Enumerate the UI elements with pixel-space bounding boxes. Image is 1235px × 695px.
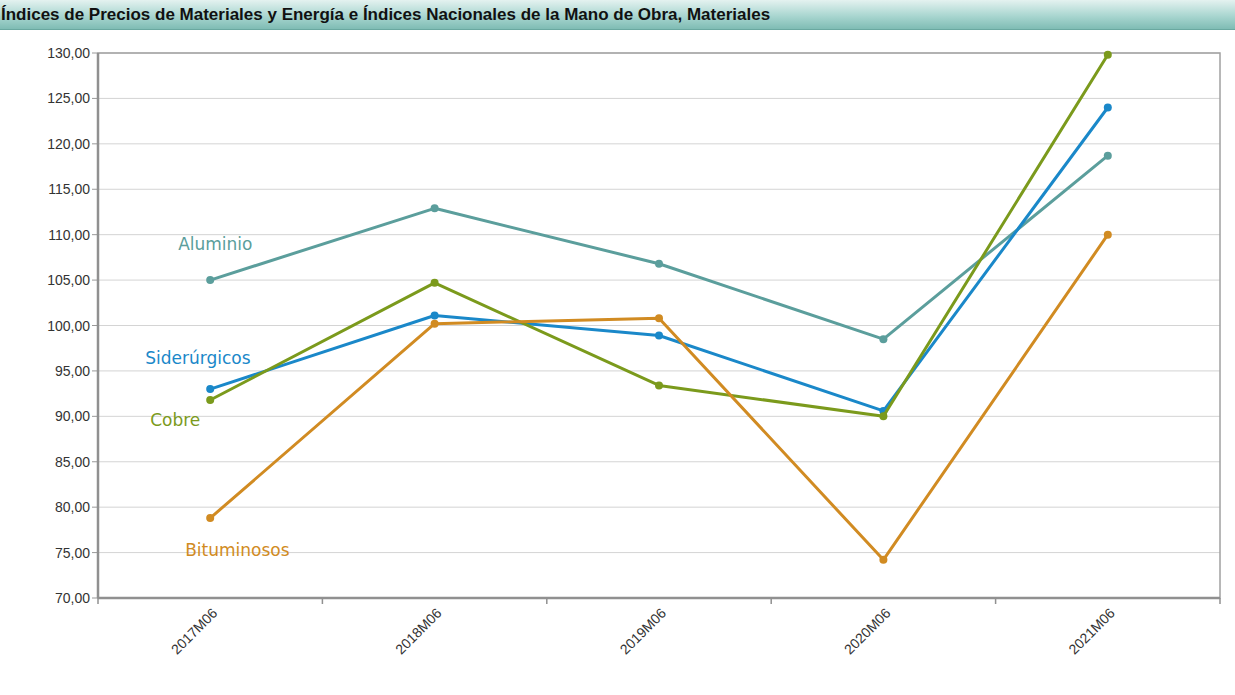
series-line (210, 55, 1108, 417)
y-tick-label: 115,00 (48, 181, 90, 197)
point (655, 331, 663, 339)
point (431, 204, 439, 212)
grid-line (98, 461, 1220, 462)
x-tick-label: 2017M06 (168, 605, 221, 658)
grid-line (98, 325, 1220, 326)
point (206, 385, 214, 393)
y-tick-label: 70,00 (55, 590, 90, 606)
y-tick-label: 85,00 (55, 454, 90, 470)
y-tick-label: 80,00 (55, 499, 90, 515)
point (431, 320, 439, 328)
x-axis (98, 597, 1220, 600)
grid: 70,00 75,00 80,00 85,00 90,00 95,00 100,00 105,… (47, 45, 1220, 606)
point (206, 396, 214, 404)
point (655, 314, 663, 322)
legend-label: Aluminio (178, 234, 252, 254)
series-group (206, 51, 1112, 564)
grid-line (98, 98, 1220, 99)
series-line (210, 108, 1108, 411)
x-tick-label: 2021M06 (1065, 605, 1118, 658)
grid-line (98, 280, 1220, 281)
series-line (210, 156, 1108, 339)
title: Índices de Precios de Materiales y Energ… (0, 0, 1235, 30)
y-tick-label: 100,00 (47, 318, 90, 334)
grid-line (98, 234, 1220, 235)
point (1104, 231, 1112, 239)
point (1104, 104, 1112, 112)
x-tick-label: 2019M06 (617, 605, 670, 658)
y-tick-label: 110,00 (48, 227, 90, 243)
x-tick (770, 598, 772, 604)
x-tick (995, 598, 997, 604)
legend-label: Cobre (150, 410, 200, 430)
point (431, 279, 439, 287)
grid-line (98, 416, 1220, 417)
point (206, 514, 214, 522)
point (206, 276, 214, 284)
point (879, 412, 887, 420)
point (431, 312, 439, 320)
y-tick-label: 95,00 (55, 363, 90, 379)
point (1104, 152, 1112, 160)
plot-frame (98, 53, 1220, 598)
x-tick (97, 598, 99, 604)
x-tick-label: 2018M06 (392, 605, 445, 658)
grid-line (98, 598, 1220, 599)
y-tick-label: 90,00 (55, 408, 90, 424)
y-tick-label: 125,00 (47, 90, 90, 106)
series-line (210, 235, 1108, 560)
point (879, 556, 887, 564)
y-tick-label: 75,00 (55, 545, 90, 561)
x-tick (322, 598, 324, 604)
point (879, 335, 887, 343)
grid-line (98, 507, 1220, 508)
point (655, 381, 663, 389)
legend-label: Bituminosos (185, 540, 290, 560)
grid-line (98, 189, 1220, 190)
legend-label: Siderúrgicos (145, 348, 250, 368)
point (1104, 51, 1112, 59)
point (655, 260, 663, 268)
x-tick-label: 2020M06 (841, 605, 894, 658)
y-tick-label: 105,00 (47, 272, 90, 288)
y-tick-label: 120,00 (47, 136, 90, 152)
y-tick-label: 130,00 (47, 45, 90, 61)
x-tick (1219, 598, 1221, 604)
chart: 70,00 75,00 80,00 85,00 90,00 95,00 100,00 105,… (0, 0, 1235, 695)
x-tick (546, 598, 548, 604)
y-axis (97, 53, 100, 598)
